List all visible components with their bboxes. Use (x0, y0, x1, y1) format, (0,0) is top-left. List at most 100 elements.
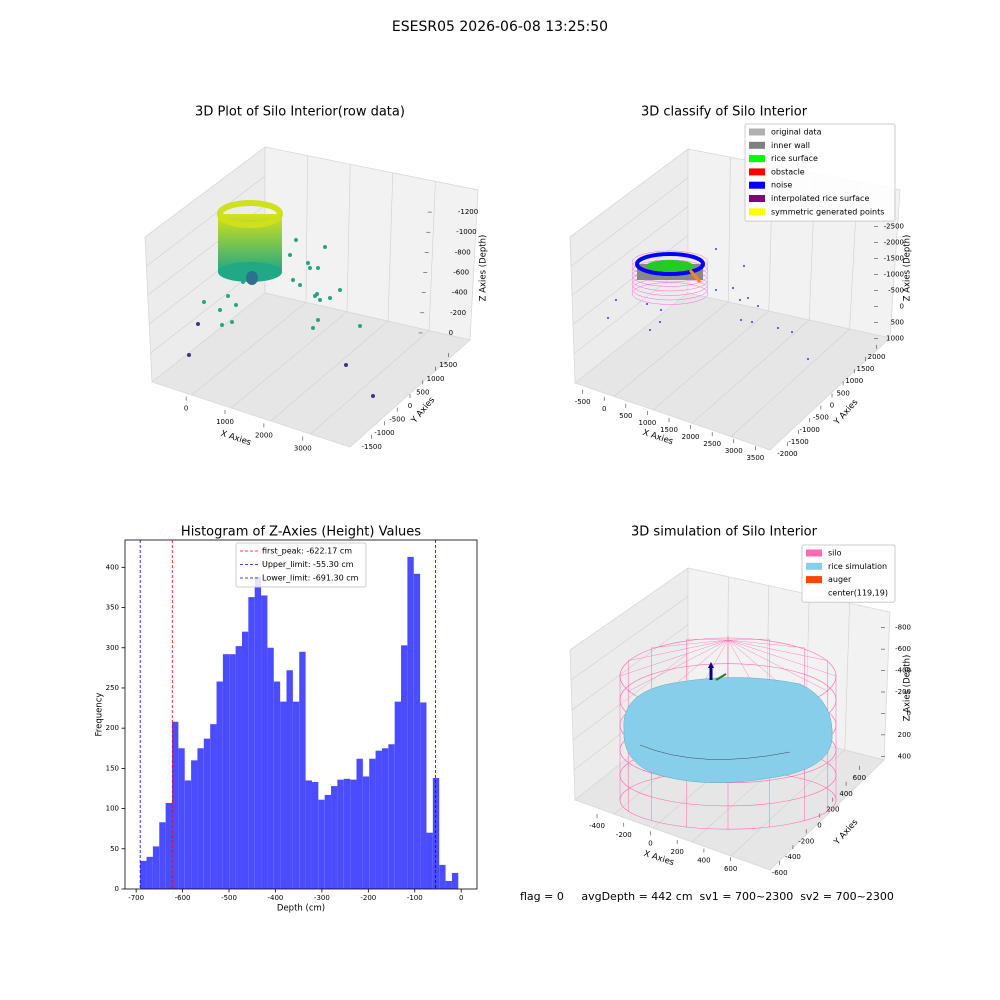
histogram-bar (273, 681, 281, 889)
pane-grid (387, 172, 394, 322)
z-tick-label: -200 (450, 309, 466, 317)
pane-grid (310, 330, 430, 435)
chart-title: Histogram of Z-Axies (Height) Values (181, 525, 421, 540)
histogram-bar (235, 646, 242, 889)
silo-wire (628, 639, 729, 692)
histogram-bar (222, 654, 230, 889)
pane-grid (728, 157, 731, 303)
cloud-point (220, 323, 224, 327)
y-tick-label: -1500 (788, 438, 808, 446)
plot-frame (124, 539, 478, 890)
cloud-point (306, 261, 310, 265)
x-tick-label: -100 (407, 894, 423, 902)
z-tick-label: 0 (900, 303, 904, 311)
legend-label: Lower_limit: -691.30 cm (262, 574, 359, 583)
y-tick-label: 500 (836, 389, 849, 397)
histogram-bar (413, 573, 421, 889)
z-tick-label: -2000 (884, 239, 904, 247)
noise-point (715, 248, 717, 250)
x-tick-label: 2000 (255, 431, 273, 439)
z-tick-label: 1000 (886, 335, 904, 343)
y-axis-label: Frequency (95, 693, 105, 737)
pane-grid (346, 164, 351, 312)
z-tick-label: -200 (895, 688, 911, 696)
legend-label: center(119,19) (828, 588, 888, 597)
noise-point (659, 321, 661, 323)
cloud-point (316, 266, 320, 270)
x-tick-label: 400 (697, 857, 710, 865)
pane-grid (428, 181, 436, 331)
legend-swatch (806, 549, 822, 557)
histogram-bar (439, 864, 446, 889)
histogram-bar (375, 750, 382, 889)
chart-title: 3D Plot of Silo Interior(row data) (195, 105, 405, 120)
x-tick-label: 2500 (703, 440, 721, 448)
z-tick-label: 200 (898, 731, 911, 739)
x-tick-label: -300 (314, 894, 330, 902)
cloud-point (218, 308, 222, 312)
cloud-point (234, 303, 238, 307)
chart-title: 3D simulation of Silo Interior (631, 525, 818, 540)
y-tick-label: 1000 (427, 375, 445, 383)
histogram-bar (369, 758, 376, 889)
pane-grid (270, 320, 389, 422)
legend-swatch (806, 562, 822, 570)
histogram-bar (311, 782, 319, 889)
cloud-point (308, 266, 312, 270)
histogram-bar (254, 576, 262, 889)
cloud-point (291, 278, 295, 282)
silo-wire (619, 639, 729, 677)
x-tick-label: 1000 (216, 418, 234, 426)
y-tick-label: -1000 (374, 429, 394, 437)
histogram-bar (229, 654, 236, 889)
noise-point (757, 305, 759, 307)
histogram-bar (171, 721, 179, 889)
z-tick-label: -800 (895, 624, 911, 632)
histogram-bar (178, 748, 185, 889)
y-tick-label: -200 (798, 837, 814, 845)
legend-label: Upper_limit: -55.30 cm (262, 560, 354, 569)
legend-swatch (749, 195, 765, 202)
legend-swatch (749, 181, 765, 189)
y-tick-label: 400 (839, 790, 852, 798)
noise-point (807, 358, 809, 360)
histogram-bar (401, 645, 408, 889)
pane-grid (570, 596, 689, 681)
legend-swatch (806, 589, 822, 597)
y-tick-label: 0 (115, 885, 119, 893)
pane-grid (652, 310, 769, 411)
noise-point (747, 297, 749, 299)
histogram-bar (350, 779, 357, 889)
noise-point (743, 265, 745, 267)
cloud-point (338, 288, 342, 292)
cloud-point (344, 363, 348, 367)
y-tick-label: -1500 (361, 443, 381, 451)
z-tick-label: -600 (453, 269, 469, 277)
pane-grid (730, 749, 846, 857)
pane-grid (231, 311, 348, 409)
pane-grid (146, 175, 266, 267)
pane-grid (571, 624, 689, 711)
auger-head (708, 662, 714, 668)
histogram-bar (197, 748, 204, 889)
x-tick-label: 0 (184, 405, 188, 413)
histogram-bar (159, 822, 166, 889)
x-tick-label: 1500 (660, 426, 678, 434)
cloud-point (298, 283, 302, 287)
silo-wire (727, 639, 837, 677)
histogram-bar (184, 780, 192, 889)
status-footer: flag = 0 avgDepth = 442 cm sv1 = 700~230… (520, 890, 894, 903)
x-tick-label: -200 (360, 894, 376, 902)
y-tick-label: 100 (106, 805, 119, 813)
histogram-bar (381, 748, 389, 889)
y-tick-label: 1000 (845, 377, 863, 385)
y-tick-label: 1500 (439, 361, 457, 369)
pane-grid (844, 603, 850, 751)
y-axis-label: Y Axies (409, 395, 437, 426)
z-tick-label: -1200 (458, 208, 478, 216)
x-tick-label: 3500 (746, 454, 764, 462)
noise-point (607, 317, 609, 319)
legend-label: interpolated rice surface (771, 194, 869, 203)
y-tick-label: 1500 (856, 365, 874, 373)
x-tick-label: 0 (602, 405, 606, 413)
